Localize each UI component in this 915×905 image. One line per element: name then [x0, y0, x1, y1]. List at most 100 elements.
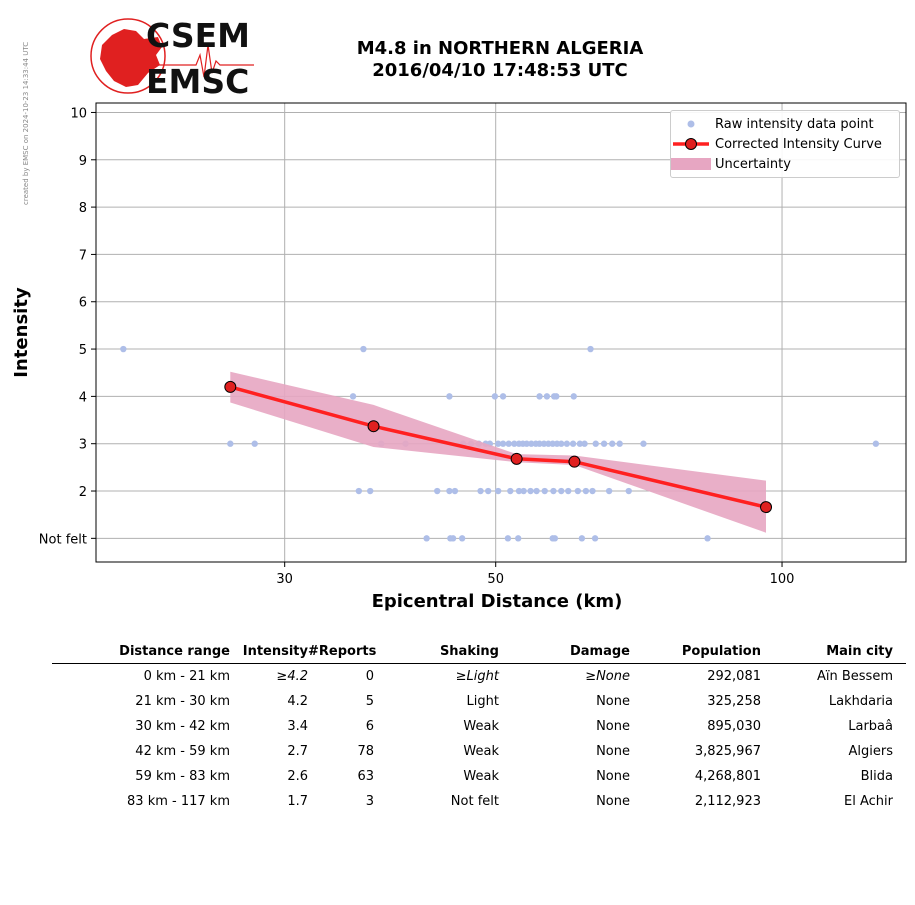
- legend-item-raw: Raw intensity data point: [671, 115, 874, 133]
- intensity-chart: 30 50 100 Not felt 2 3 4 5 6 7 8 9 10 Epicentral Dist…: [11, 102, 907, 612]
- header-main-city: Main city: [826, 644, 893, 659]
- uncertainty-band: [230, 371, 767, 533]
- raw-data-point: [449, 535, 457, 542]
- y-tick-label: 6: [79, 296, 87, 311]
- table-row: 0 km - 21 km ≥4.2 0 ≥Light ≥None 292,081…: [52, 664, 906, 689]
- cell-damage: None: [596, 694, 630, 709]
- legend-item-curve: Corrected Intensity Curve: [671, 135, 882, 153]
- raw-data-point: [587, 345, 594, 353]
- cell-population: 325,258: [707, 694, 761, 709]
- raw-data-point: [565, 487, 572, 495]
- cell-shaking: Weak: [463, 744, 499, 759]
- legend-uncertainty-label: Uncertainty: [715, 156, 791, 172]
- cell-shaking: Weak: [463, 769, 499, 784]
- raw-data-point: [600, 440, 608, 447]
- legend-raw-label: Raw intensity data point: [715, 116, 874, 132]
- x-axis-label: Epicentral Distance (km): [372, 591, 623, 612]
- cell-main-city: Larbaâ: [848, 719, 893, 734]
- cell-shaking: Not felt: [450, 794, 499, 809]
- x-tick-label: 100: [770, 572, 795, 587]
- cell-main-city: Aïn Bessem: [816, 669, 893, 684]
- legend-curve-label: Corrected Intensity Curve: [715, 136, 882, 152]
- cell-distance-range: 42 km - 59 km: [135, 744, 230, 759]
- raw-data-point: [477, 487, 484, 495]
- y-tick-label: 4: [79, 390, 87, 405]
- raw-data-point: [625, 487, 632, 495]
- raw-data-point: [251, 440, 258, 447]
- y-axis-label: Intensity: [11, 287, 32, 378]
- raw-data-point: [616, 440, 623, 447]
- legend-curve-symbol: [671, 135, 711, 153]
- cell-reports: 78: [357, 744, 374, 759]
- raw-data-point: [569, 440, 577, 447]
- raw-data-point: [574, 487, 582, 495]
- raw-data-point: [520, 487, 527, 495]
- cell-population: 2,112,923: [694, 794, 761, 809]
- raw-data-point: [499, 393, 507, 400]
- raw-data-point: [349, 393, 357, 400]
- raw-data-point: [515, 487, 523, 495]
- y-tick-label: 2: [79, 485, 87, 500]
- raw-data-point: [570, 393, 577, 400]
- raw-data-point: [227, 440, 234, 447]
- raw-data-point: [582, 487, 590, 495]
- cell-main-city: Lakhdaria: [828, 694, 893, 709]
- cell-damage: None: [596, 769, 630, 784]
- raw-data-point: [872, 440, 880, 447]
- corrected-intensity-point: [224, 380, 237, 393]
- raw-data-point: [578, 535, 586, 542]
- raw-data-point: [491, 393, 499, 400]
- raw-data-point: [553, 393, 560, 400]
- cell-damage: None: [596, 744, 630, 759]
- raw-data-point: [550, 487, 557, 495]
- cell-main-city: El Achir: [844, 794, 893, 809]
- raw-data-point: [523, 440, 530, 447]
- raw-data-point: [558, 440, 565, 447]
- cell-population: 895,030: [707, 719, 761, 734]
- header-reports: #Reports: [308, 644, 377, 659]
- cell-shaking: Weak: [463, 719, 499, 734]
- raw-data-point: [605, 487, 613, 495]
- y-tick-label: 7: [79, 248, 87, 263]
- y-tick-label: 9: [79, 154, 87, 169]
- raw-data-point: [543, 393, 551, 400]
- raw-data-point: [540, 440, 548, 447]
- raw-data-point: [484, 487, 492, 495]
- table-row: 21 km - 30 km 4.2 5 Light None 325,258 L…: [52, 689, 906, 714]
- chart-title-line1: M4.8 in NORTHERN ALGERIA: [356, 38, 644, 59]
- raw-data-point: [592, 440, 599, 447]
- chart-title: M4.8 in NORTHERN ALGERIA 2016/04/10 17:4…: [330, 38, 670, 82]
- cell-intensity: ≥4.2: [276, 669, 308, 684]
- raw-data-point: [446, 393, 453, 400]
- header-distance-range: Distance range: [119, 644, 230, 659]
- raw-data-point: [446, 487, 453, 495]
- logo-globe-icon: [90, 18, 166, 94]
- x-tick-label: 30: [276, 572, 293, 587]
- y-tick-label: 3: [79, 438, 87, 453]
- raw-data-point: [355, 487, 363, 495]
- cell-intensity: 3.4: [287, 719, 308, 734]
- cell-shaking: ≥Light: [455, 669, 499, 684]
- raw-data-point: [451, 487, 459, 495]
- logo-text-emsc: EMSC: [146, 62, 249, 100]
- cell-intensity: 4.2: [287, 694, 308, 709]
- header-population: Population: [681, 644, 761, 659]
- cell-population: 3,825,967: [694, 744, 761, 759]
- table-row: 30 km - 42 km 3.4 6 Weak None 895,030 La…: [52, 714, 906, 739]
- legend-item-uncertainty: Uncertainty: [671, 155, 791, 173]
- raw-data-point: [533, 487, 540, 495]
- raw-data-point: [704, 535, 711, 542]
- intensity-table: Distance range Intensity #Reports Shakin…: [52, 640, 906, 814]
- cell-distance-range: 30 km - 42 km: [135, 719, 230, 734]
- raw-data-point: [563, 440, 571, 447]
- header-intensity: Intensity: [242, 644, 308, 659]
- cell-damage: ≥None: [585, 669, 630, 684]
- cell-intensity: 2.6: [287, 769, 308, 784]
- cell-main-city: Blida: [860, 769, 893, 784]
- raw-data-point: [360, 345, 367, 353]
- cell-population: 4,268,801: [694, 769, 761, 784]
- raw-data-point: [609, 440, 616, 447]
- x-tick-label: 50: [487, 572, 504, 587]
- legend-uncertainty-symbol: [671, 155, 711, 173]
- header-damage: Damage: [569, 644, 630, 659]
